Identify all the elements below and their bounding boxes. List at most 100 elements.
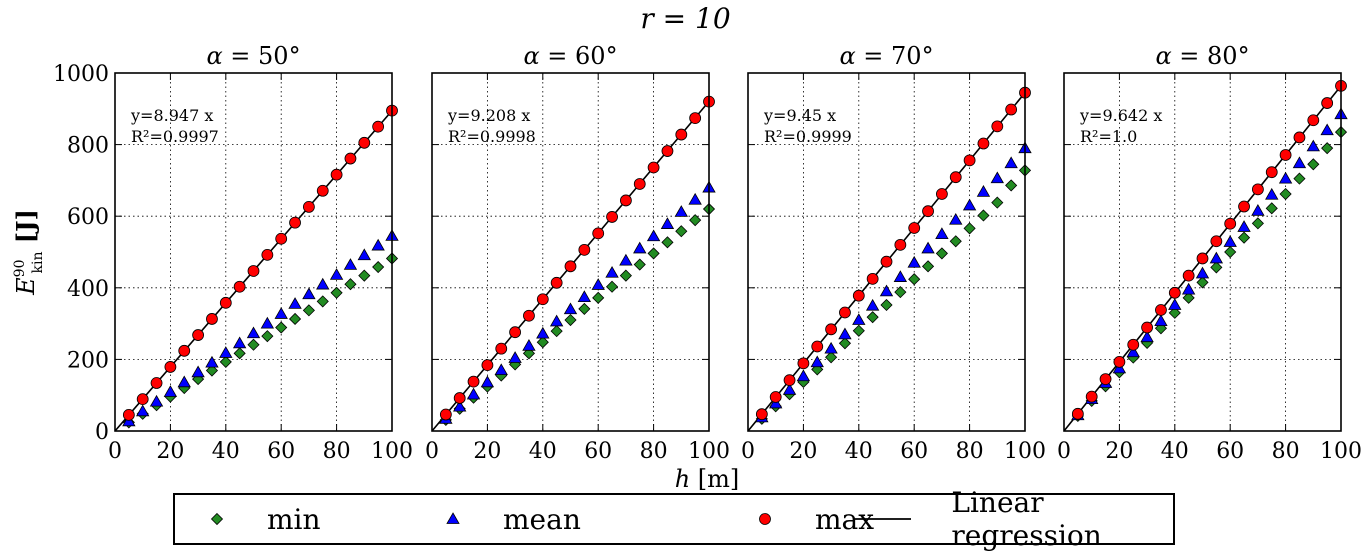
x-tick-label: 80	[1272, 439, 1300, 464]
min-point	[578, 302, 591, 315]
panel-title: α = 50°	[206, 42, 300, 70]
max-point	[991, 120, 1004, 133]
min-point	[247, 338, 260, 351]
min-point	[689, 214, 702, 227]
legend-marker-line	[855, 518, 912, 520]
mean-point	[1251, 204, 1265, 216]
max-point	[1071, 407, 1084, 420]
min-point	[330, 286, 343, 299]
figure-suptitle: r = 10	[0, 2, 1371, 35]
mean-point	[508, 351, 522, 363]
mean-point	[935, 227, 949, 240]
mean-point	[1278, 171, 1293, 184]
max-point	[880, 255, 893, 268]
min-point	[880, 298, 893, 312]
max-point	[689, 112, 702, 125]
y-tick-label: 800	[67, 134, 109, 159]
mean-point	[191, 365, 205, 378]
max-point	[769, 391, 782, 403]
x-tick-label: 60	[267, 439, 295, 464]
min-point	[302, 304, 315, 317]
x-tick-label: 40	[529, 439, 557, 464]
min-point	[921, 260, 935, 273]
x-tick-label: 80	[956, 439, 984, 464]
min-point	[233, 347, 246, 360]
mean-point	[796, 369, 811, 382]
mean-point	[274, 307, 288, 319]
mean-point	[522, 338, 536, 351]
x-tick-label: 100	[688, 439, 730, 464]
max-point	[592, 227, 605, 240]
y-tick-label: 600	[67, 205, 109, 230]
min-point	[1251, 217, 1264, 230]
mean-point	[688, 192, 702, 205]
max-point	[495, 342, 508, 355]
min-point	[536, 336, 549, 349]
min-point	[1237, 231, 1251, 244]
x-tick-label: 100	[371, 439, 413, 464]
x-axis-label: h [m]	[675, 465, 740, 493]
mean-point	[591, 278, 605, 290]
panel-2: 0 20 40 60 80 100 α = 60° y=9.208 x R²=0.9998	[425, 42, 730, 464]
mean-point	[343, 258, 358, 270]
max-point	[647, 161, 660, 174]
mean-point	[549, 314, 564, 327]
min-point	[647, 247, 660, 260]
regression-equation: y=9.45 x	[763, 106, 836, 125]
mean-point	[852, 313, 866, 325]
max-point	[122, 408, 135, 421]
mean-point	[949, 212, 963, 225]
regression-equation: y=9.208 x	[447, 106, 530, 125]
min-point	[963, 222, 976, 235]
mean-point	[219, 346, 233, 358]
min-point	[1168, 306, 1181, 319]
min-point	[261, 330, 274, 343]
x-tick-label: 100	[1320, 439, 1362, 464]
r-squared: R²=1.0	[1080, 127, 1137, 146]
legend-label: Linear regression	[951, 486, 1102, 552]
panel-title: α = 70°	[839, 42, 933, 70]
legend-label: min	[267, 502, 321, 536]
legend-marker-circle	[759, 513, 771, 525]
mean-point	[990, 171, 1004, 184]
mean-point	[921, 241, 935, 254]
x-tick-label: 80	[323, 439, 351, 464]
max-point	[1279, 149, 1292, 161]
mean-point	[371, 238, 385, 251]
mean-point	[163, 385, 178, 397]
y-tick-label: 200	[67, 348, 109, 373]
mean-point	[962, 198, 977, 211]
max-point	[372, 120, 385, 133]
x-tick-label: 0	[1057, 439, 1071, 464]
max-point	[178, 344, 191, 357]
max-point	[1196, 252, 1209, 265]
x-tick-label: 20	[789, 439, 817, 464]
y-tick-label: 1000	[53, 62, 109, 87]
max-point	[536, 293, 549, 306]
max-point	[633, 178, 646, 190]
max-point	[192, 329, 205, 341]
max-point	[1293, 131, 1306, 144]
max-point	[811, 340, 824, 353]
max-point	[1113, 356, 1126, 368]
mean-point	[619, 253, 633, 266]
mean-point	[1195, 266, 1210, 279]
max-point	[219, 296, 232, 309]
legend-marker-triangle	[446, 512, 460, 524]
x-tick-label: 100	[1004, 439, 1046, 464]
mean-point	[1223, 235, 1237, 247]
mean-point	[1181, 282, 1196, 295]
min-point	[1265, 202, 1278, 215]
min-point	[605, 280, 619, 293]
mean-point	[1126, 345, 1140, 358]
legend-item-linear-regression: Linear regression	[855, 486, 1173, 552]
max-point	[509, 326, 521, 339]
max-point	[825, 323, 837, 336]
min-point	[275, 321, 288, 334]
min-point	[633, 258, 646, 271]
max-point	[275, 232, 288, 245]
mean-point	[1292, 156, 1307, 169]
mean-point	[466, 387, 481, 400]
max-point	[578, 243, 591, 256]
y-tick-label: 0	[95, 420, 109, 445]
